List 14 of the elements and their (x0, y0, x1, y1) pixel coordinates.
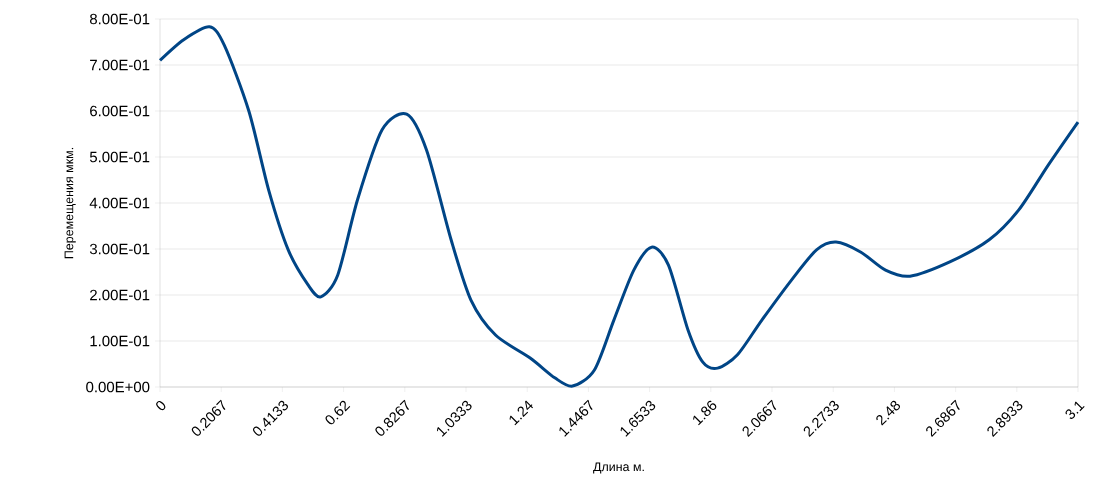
y-tick-label: 7.00E-01 (90, 59, 150, 71)
y-tick-label: 3.00E-01 (89, 243, 150, 255)
y-tick-label: 0.00E+00 (86, 381, 150, 393)
y-tick-label: 4.00E-01 (89, 197, 150, 209)
x-tick-label: 1.24 (509, 400, 534, 426)
x-tick-label: 0 (156, 400, 166, 411)
x-tick-label: 3.1 (1065, 401, 1085, 419)
y-tick-label: 8.00E-01 (89, 13, 150, 25)
y-tick-label: 2.00E-01 (90, 289, 150, 301)
y-axis-title: Перемещения мкм. (64, 147, 76, 259)
y-tick-label: 5.00E-01 (89, 151, 150, 163)
y-tick-label: 1.00E-01 (90, 335, 150, 347)
y-tick-label: 6.00E-01 (90, 105, 150, 117)
x-axis-title: Длина м. (593, 462, 644, 474)
